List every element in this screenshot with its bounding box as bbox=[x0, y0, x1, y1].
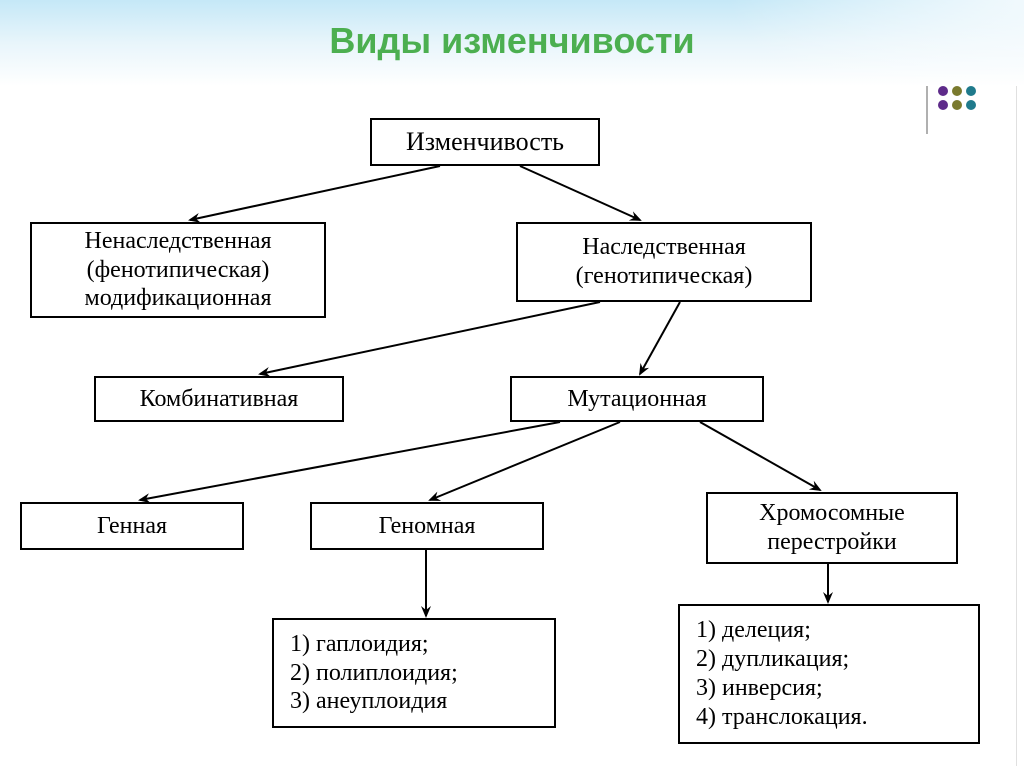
node-line: перестройки bbox=[767, 528, 897, 557]
node-root: Изменчивость bbox=[370, 118, 600, 166]
edge-arrow bbox=[430, 422, 620, 500]
node-line: 4) транслокация. bbox=[696, 703, 868, 732]
node-gen: Генная bbox=[20, 502, 244, 550]
edge-arrow bbox=[140, 422, 560, 500]
node-line: модификационная bbox=[85, 284, 272, 313]
node-chrom_list: 1) делеция;2) дупликация;3) инверсия;4) … bbox=[678, 604, 980, 744]
node-genom: Геномная bbox=[310, 502, 544, 550]
edge-arrow bbox=[520, 166, 640, 220]
node-komb: Комбинативная bbox=[94, 376, 344, 422]
diagram-container: Изменчивость Ненаследственная(фенотипичес… bbox=[0, 86, 1017, 766]
node-mut: Мутационная bbox=[510, 376, 764, 422]
node-genom_list: 1) гаплоидия;2) полиплоидия;3) анеуплоид… bbox=[272, 618, 556, 728]
edge-arrow bbox=[190, 166, 440, 220]
node-line: 2) полиплоидия; bbox=[290, 659, 458, 688]
node-line: 1) гаплоидия; bbox=[290, 630, 429, 659]
edge-arrow bbox=[700, 422, 820, 490]
node-line: 3) анеуплоидия bbox=[290, 687, 447, 716]
node-line: Ненаследственная bbox=[84, 227, 271, 256]
node-her: Наследственная(генотипическая) bbox=[516, 222, 812, 302]
node-nonher: Ненаследственная(фенотипическая)модифика… bbox=[30, 222, 326, 318]
edge-arrow bbox=[640, 302, 680, 374]
node-line: Наследственная bbox=[582, 233, 746, 262]
node-line: 1) делеция; bbox=[696, 616, 811, 645]
node-line: (фенотипическая) bbox=[87, 256, 270, 285]
slide-title: Виды изменчивости bbox=[0, 20, 1024, 62]
node-line: (генотипическая) bbox=[576, 262, 753, 291]
node-line: 3) инверсия; bbox=[696, 674, 823, 703]
node-line: Хромосомные bbox=[759, 499, 905, 528]
node-line: 2) дупликация; bbox=[696, 645, 849, 674]
node-chrom: Хромосомныеперестройки bbox=[706, 492, 958, 564]
